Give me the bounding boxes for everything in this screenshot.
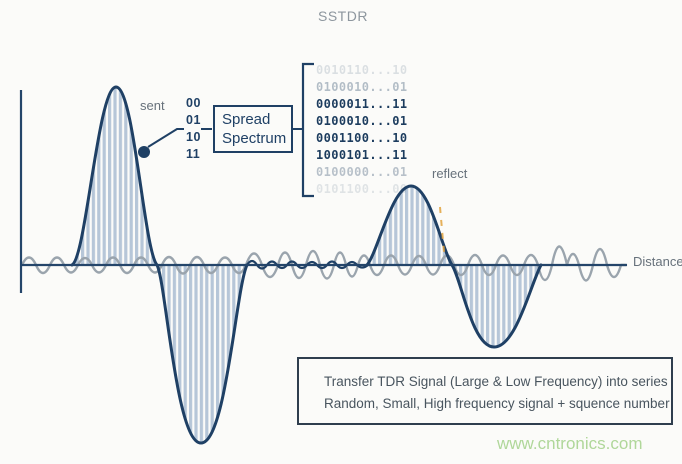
spread-spectrum-line2: Spectrum [222, 130, 287, 147]
sequence-line: 0000011...11 [316, 97, 408, 111]
reflect-label: reflect [432, 166, 468, 181]
diagram-title: SSTDR [318, 8, 368, 24]
explanation-line1: Transfer TDR Signal (Large & Low Frequen… [324, 374, 668, 389]
sequence-bracket [301, 62, 314, 198]
sample-connector-line [147, 128, 184, 148]
sequence-line: 0101100...00 [316, 182, 408, 196]
sequence-line: 0100010...01 [316, 114, 408, 128]
distance-axis-label: Distance [633, 254, 682, 269]
sequence-line: 0100010...01 [316, 80, 408, 94]
explanation-line2: Random, Small, High frequency signal + s… [324, 396, 670, 411]
spread-spectrum-line1: Spread [222, 111, 271, 128]
sequence-line: 0001100...10 [316, 131, 408, 145]
code-input-10: 10 [186, 130, 201, 144]
sample-point-dot [138, 146, 150, 158]
sequence-line: 0100000...01 [316, 165, 408, 179]
sequence-line: 0010110...10 [316, 63, 408, 77]
explanation-box: Transfer TDR Signal (Large & Low Frequen… [297, 357, 673, 425]
sequence-line: 1000101...11 [316, 148, 408, 162]
code-input-11: 11 [186, 147, 201, 161]
code-input-01: 01 [186, 113, 201, 127]
sent-label: sent [140, 98, 165, 113]
code-input-00: 00 [186, 96, 201, 110]
spread-spectrum-box: Spread Spectrum [213, 105, 293, 153]
site-watermark: www.cntronics.com [497, 434, 643, 453]
